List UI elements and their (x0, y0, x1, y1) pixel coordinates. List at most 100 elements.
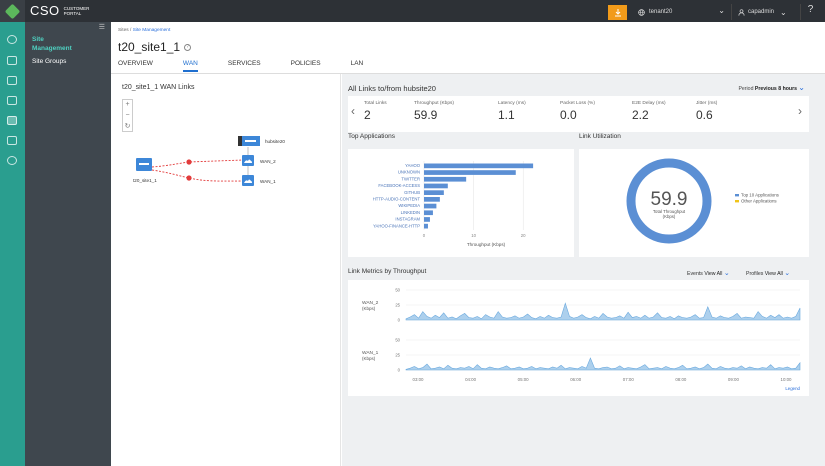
chevron-down-icon: ⌄ (780, 7, 787, 17)
tab-wan[interactable]: WAN (182, 58, 198, 72)
chevron-down-icon[interactable]: ⌄ (798, 83, 805, 92)
x-tick-label: 07:00 (623, 377, 635, 382)
category-label: GITHUB (404, 190, 420, 195)
category-label: UNKNOWN (398, 170, 420, 175)
category-label: LINKEDIN (401, 210, 420, 215)
secondary-nav: ☰ Site Management Site Groups (25, 22, 111, 466)
bar (424, 163, 534, 169)
series-unit-label: (Kbps) (362, 356, 376, 361)
link-status-down-icon[interactable] (186, 159, 192, 165)
link-wan2[interactable] (151, 159, 244, 168)
reset-zoom-button[interactable]: ↻ (124, 123, 131, 130)
tab-services[interactable]: SERVICES (227, 60, 261, 67)
chevron-down-icon: ⌄ (784, 270, 791, 277)
x-tick-label: 08:00 (675, 377, 687, 382)
wan1-node-icon[interactable] (242, 175, 254, 186)
y-tick-label: 25 (395, 353, 400, 358)
area-series (405, 357, 801, 371)
wan-topology-graph: hubsite20 WAN_2 WAN_1 t20_site1_1 (133, 136, 285, 186)
bar (424, 170, 516, 175)
user-menu[interactable]: capadmin ⌄ (738, 4, 796, 20)
area-series (405, 302, 801, 321)
all-links-title: All Links to/from hubsite20 (348, 84, 436, 93)
metrics-strip: ‹ Total Links 2 Throughput (Kbps) 59.9 L… (348, 96, 809, 132)
zoom-out-button[interactable]: − (125, 112, 130, 119)
category-label: YAHOO-FINANCE-HTTP (373, 223, 420, 228)
x-tick-label: 0 (423, 233, 426, 238)
tab-overview[interactable]: OVERVIEW (118, 60, 153, 67)
sidebar-item-site-management[interactable]: Site Management (32, 36, 72, 52)
question-icon: ? (807, 4, 814, 15)
all-links-panel: All Links to/from hubsite20 Period Previ… (342, 74, 825, 466)
chevron-down-icon: ⌄ (718, 6, 725, 15)
wan-links-title: t20_site1_1 WAN Links (122, 84, 195, 91)
events-value: View All (704, 271, 723, 277)
cloud-icon (244, 159, 252, 163)
link-metrics-title: Link Metrics by Throughput (348, 268, 427, 275)
wan2-node-label: WAN_2 (260, 159, 276, 164)
tab-lan[interactable]: LAN (350, 60, 364, 67)
download-icon (614, 8, 621, 16)
legend-link[interactable]: Legend (785, 386, 800, 391)
user-name: capadmin (748, 9, 775, 15)
chevron-right-icon[interactable]: › (798, 104, 802, 118)
collapse-menu-icon[interactable]: ☰ (98, 24, 105, 31)
bar (424, 183, 448, 189)
sites-icon[interactable] (7, 116, 17, 125)
tenant-selector[interactable]: tenant20 ⌄ (628, 4, 732, 20)
hub-device-icon (238, 136, 243, 146)
zoom-in-button[interactable]: + (125, 101, 130, 108)
profiles-filter[interactable]: Profiles View All ⌄ (746, 270, 791, 277)
help-icon[interactable]: ? (184, 43, 192, 51)
device-port-icon (245, 140, 256, 142)
alert-button[interactable] (608, 5, 627, 20)
globe-icon (638, 8, 645, 16)
bar (424, 223, 428, 229)
x-tick-label: 04:00 (465, 377, 477, 382)
cloud-icon (244, 179, 252, 183)
chevron-left-icon[interactable]: ‹ (351, 104, 355, 118)
events-filter[interactable]: Events View All ⌄ (687, 270, 730, 277)
breadcrumb-current[interactable]: Site Management (132, 28, 171, 33)
link-utilization-card: 59.9 Total Throughput (Kbps) Top 10 Applica… (579, 149, 809, 257)
metric-throughput: Throughput (Kbps) 59.9 (414, 101, 454, 122)
period-value: Previous 8 hours (754, 86, 797, 92)
app-logo-icon[interactable] (0, 0, 25, 22)
bar (424, 210, 433, 216)
page-title: t20_site1_1 ? (118, 40, 192, 54)
admin-icon[interactable] (7, 156, 17, 165)
bar (424, 197, 440, 202)
category-label: FACEBOOK-ACCESS (378, 183, 420, 188)
monitor-icon[interactable] (7, 56, 17, 65)
metric-total-links: Total Links 2 (364, 101, 387, 122)
help-button[interactable]: ? (800, 4, 820, 20)
hub-node-label: hubsite20 (265, 139, 285, 144)
top-apps-title: Top Applications (348, 133, 395, 140)
category-label: HTTP-AUDIO-CONTENT (373, 197, 421, 202)
dashboard-icon[interactable] (7, 35, 17, 44)
link-status-down-icon[interactable] (186, 175, 192, 181)
legend-label: Other Applications (741, 199, 777, 204)
top-apps-card: 0 10 20 YAHOO UNKNOWN TWITTER FACEBOOK-ACCESS G… (348, 149, 574, 257)
category-label: INSTAGRAM (395, 217, 420, 222)
wan2-node-icon[interactable] (242, 155, 254, 166)
y-tick-label: 50 (395, 288, 400, 293)
resources-icon[interactable] (7, 76, 17, 85)
category-label: TWITTER (401, 176, 420, 181)
y-tick-label: 50 (395, 338, 400, 343)
y-tick-label: 25 (395, 303, 400, 308)
y-tick-label: 0 (398, 368, 401, 373)
link-wan1[interactable] (151, 169, 244, 182)
period-selector[interactable]: Period Previous 8 hours (738, 86, 797, 92)
breadcrumb-root[interactable]: Sites (118, 28, 129, 33)
series-label: WAN_1 (362, 350, 379, 356)
series-label: WAN_2 (362, 300, 379, 306)
tools-icon[interactable] (7, 96, 17, 105)
sidebar-item-site-groups[interactable]: Site Groups (32, 58, 67, 65)
donut-center-label: Total Throughput (653, 209, 686, 214)
tab-bar: OVERVIEW WAN SERVICES POLICIES LAN (118, 58, 393, 72)
tab-policies[interactable]: POLICIES (290, 60, 321, 67)
configuration-icon[interactable] (7, 136, 17, 145)
